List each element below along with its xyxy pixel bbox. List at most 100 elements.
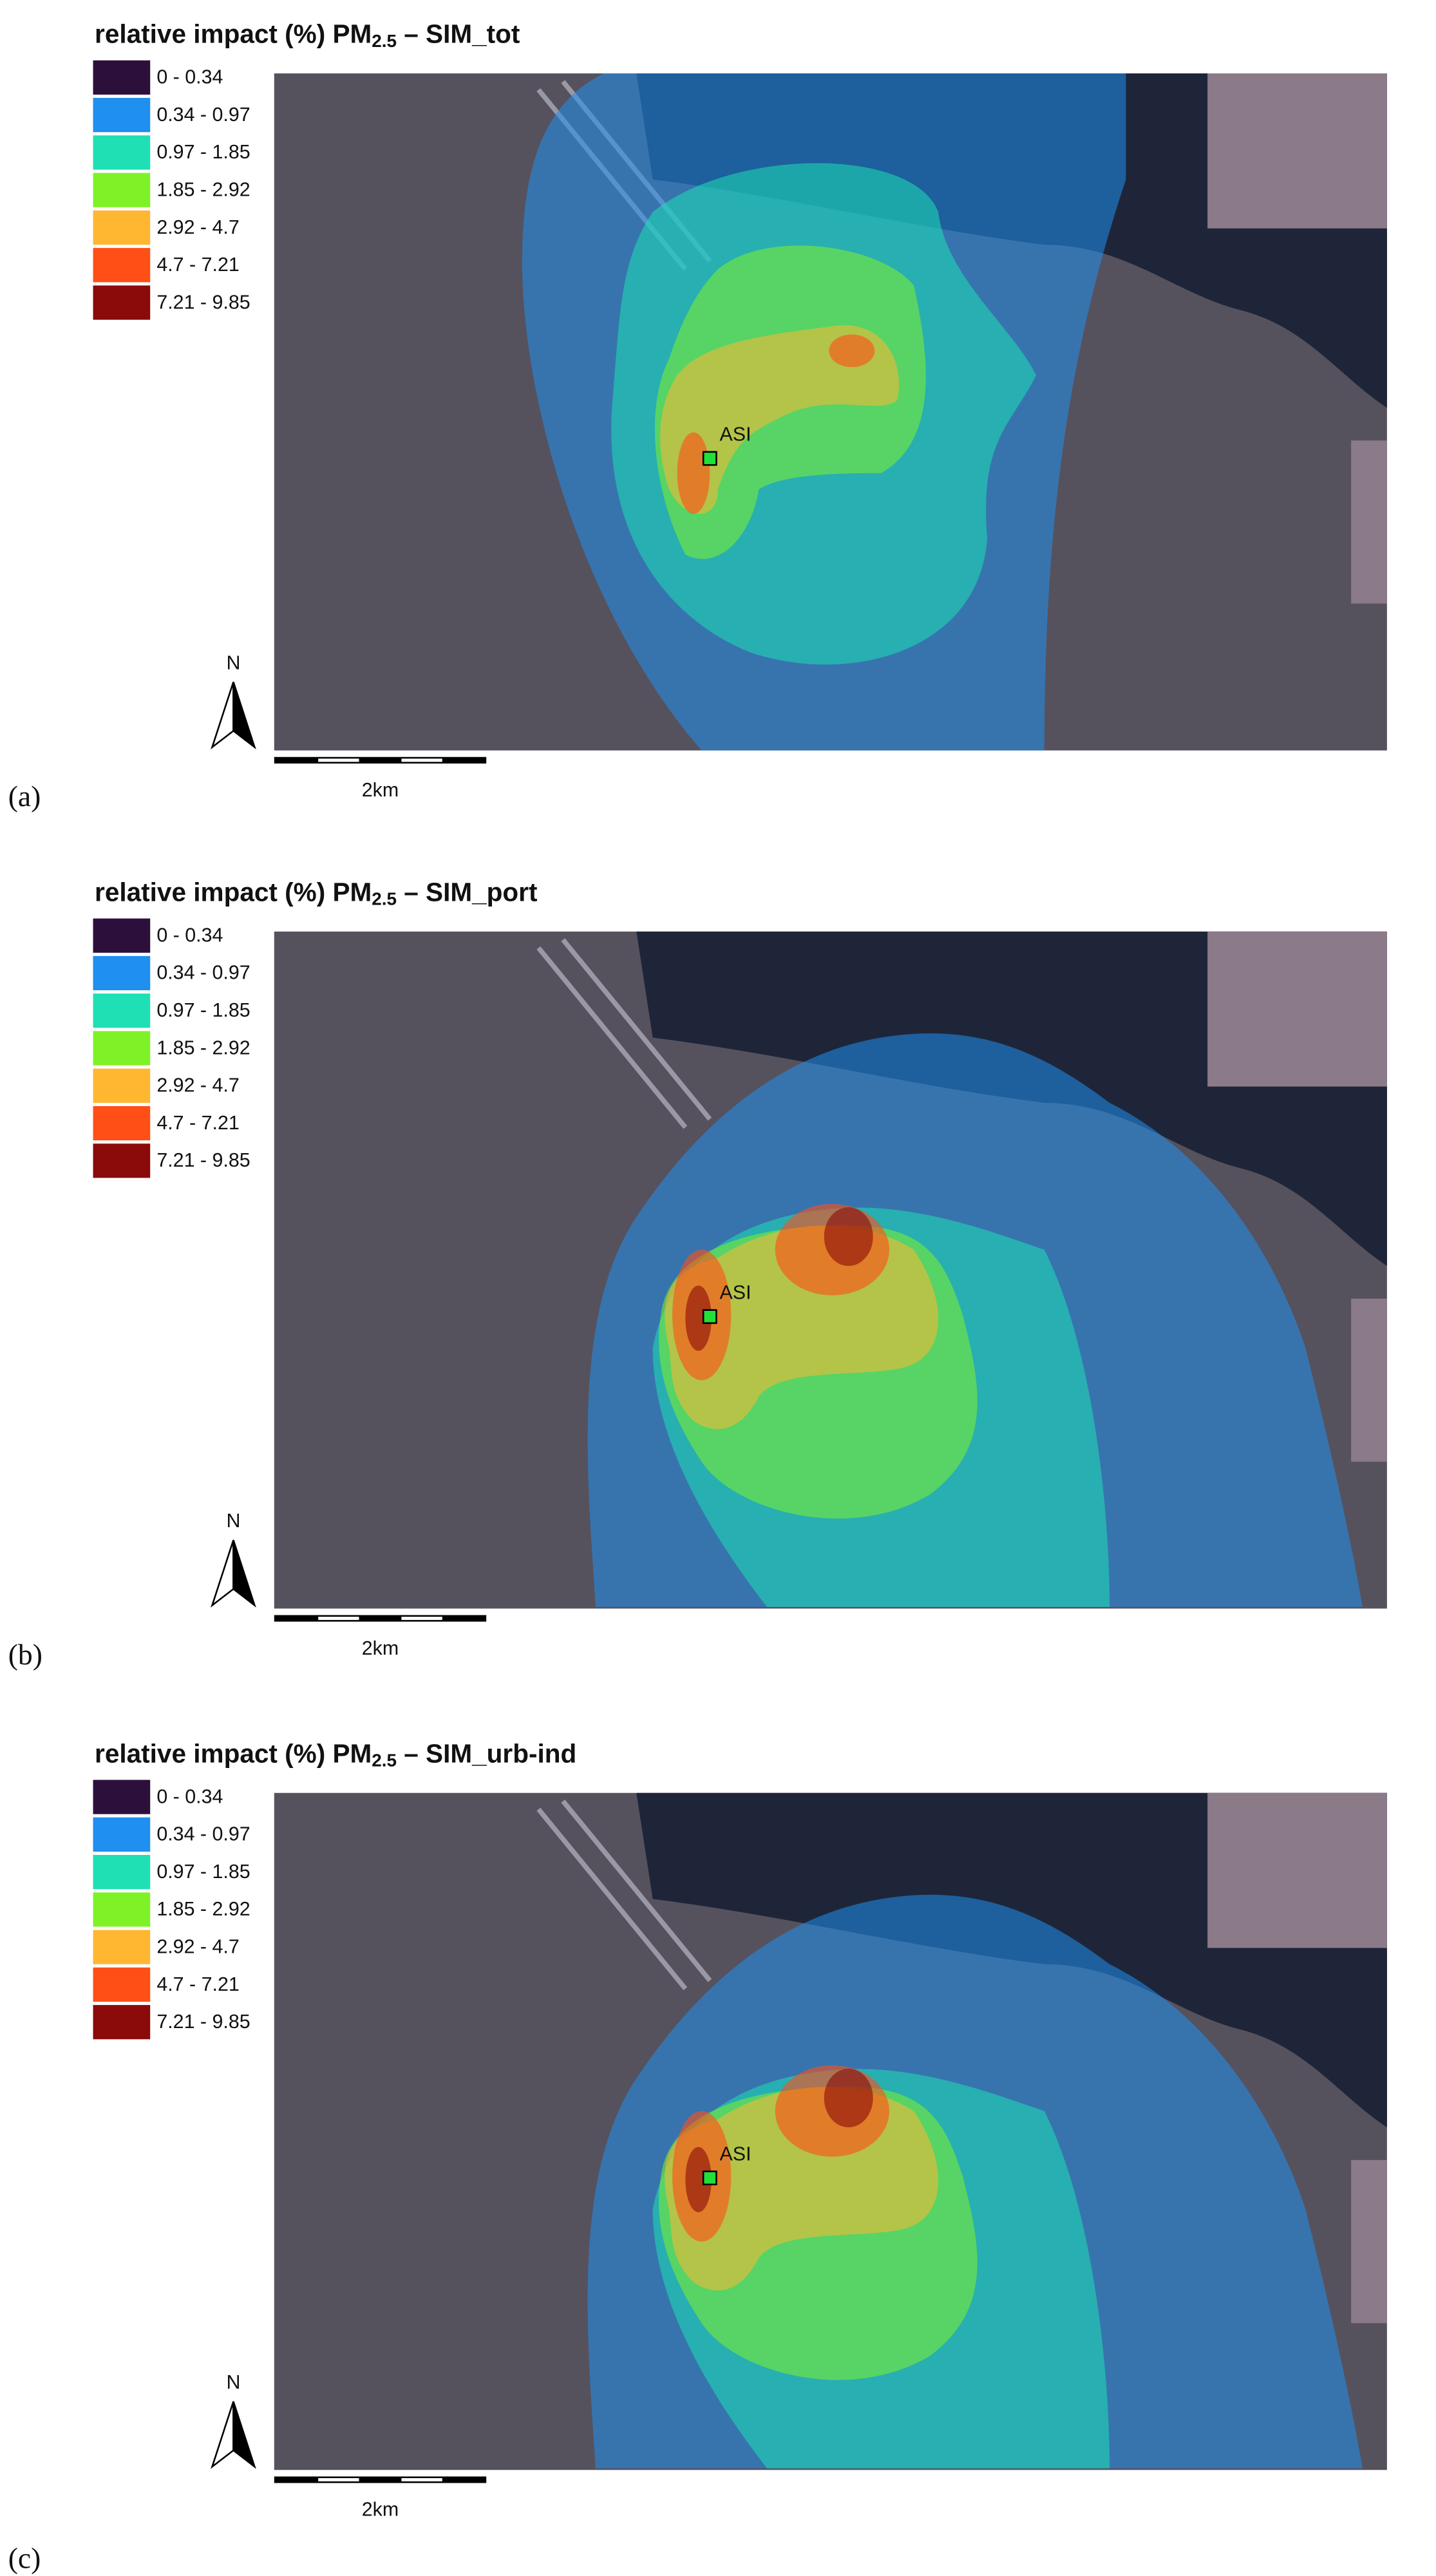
legend-label: 2.92 - 4.7 xyxy=(156,1075,239,1096)
legend-label: 7.21 - 9.85 xyxy=(156,2011,250,2033)
scale-bar xyxy=(274,2476,487,2483)
scale-label: 2km xyxy=(362,1637,399,1659)
legend-label: 0.97 - 1.85 xyxy=(156,999,250,1021)
legend-label: 0.97 - 1.85 xyxy=(156,1861,250,1883)
contour xyxy=(660,325,900,514)
north-arrow xyxy=(211,681,234,750)
land xyxy=(1351,2159,1387,2324)
scale-bar xyxy=(274,757,487,764)
legend-swatch xyxy=(93,98,151,133)
north-arrow xyxy=(232,2401,256,2469)
legend-swatch xyxy=(93,1143,151,1178)
title-text: relative impact (%) PM xyxy=(95,1738,372,1768)
title-text: – SIM_tot xyxy=(397,19,520,48)
land xyxy=(1207,931,1387,1087)
legend-swatch xyxy=(93,135,151,170)
legend-label: 4.7 - 7.21 xyxy=(156,254,239,276)
legend-swatch xyxy=(93,1817,151,1852)
north-label: N xyxy=(226,1510,240,1532)
legend-swatch xyxy=(93,918,151,953)
sea xyxy=(636,931,1387,1266)
contour xyxy=(685,2147,712,2212)
legend-swatch xyxy=(93,1031,151,1066)
legend-label: 0 - 0.34 xyxy=(156,1785,223,1807)
site-marker xyxy=(702,451,717,466)
map: ASI xyxy=(274,1792,1387,2470)
north-arrow xyxy=(232,681,256,750)
legend-swatch xyxy=(93,2005,151,2040)
land xyxy=(1207,1792,1387,1948)
title-text: – SIM_urb-ind xyxy=(397,1738,576,1768)
legend-swatch xyxy=(93,210,151,245)
title-subscript: 2.5 xyxy=(372,1751,397,1771)
panel: relative impact (%) PM2.5 – SIM_tot 0 - 0… xyxy=(8,19,1387,813)
panel-title: relative impact (%) PM2.5 – SIM_tot xyxy=(95,19,520,51)
map: ASI xyxy=(274,73,1387,751)
legend-label: 0.34 - 0.97 xyxy=(156,104,250,126)
legend-label: 7.21 - 9.85 xyxy=(156,1149,250,1171)
panel: relative impact (%) PM2.5 – SIM_port 0 - … xyxy=(8,877,1387,1671)
legend-label: 0.34 - 0.97 xyxy=(156,962,250,984)
scale-bar xyxy=(318,2477,359,2482)
contour xyxy=(824,2068,873,2128)
legend-label: 1.85 - 2.92 xyxy=(156,1037,250,1058)
title-text: relative impact (%) PM xyxy=(95,19,372,48)
legend-swatch xyxy=(93,1068,151,1103)
legend-label: 0 - 0.34 xyxy=(156,924,223,946)
site-marker xyxy=(702,1309,717,1324)
legend-swatch xyxy=(93,993,151,1028)
scale-label: 2km xyxy=(362,779,399,801)
runway xyxy=(536,938,712,1129)
legend-swatch xyxy=(93,173,151,207)
land xyxy=(1351,1298,1387,1462)
legend-label: 2.92 - 4.7 xyxy=(156,1935,239,1957)
legend-swatch xyxy=(93,1780,151,1814)
title-subscript: 2.5 xyxy=(372,31,397,51)
panel-title: relative impact (%) PM2.5 – SIM_urb-ind xyxy=(95,1738,576,1771)
site-label: ASI xyxy=(720,2143,751,2165)
legend-label: 2.92 - 4.7 xyxy=(156,216,239,238)
north-label: N xyxy=(226,652,240,673)
runway xyxy=(536,1799,712,1991)
legend-label: 7.21 - 9.85 xyxy=(156,291,250,313)
north-arrow xyxy=(211,2401,234,2469)
map: ASI xyxy=(274,931,1387,1609)
panel-label: (a) xyxy=(8,780,41,813)
legend-swatch xyxy=(93,1930,151,1964)
site-marker xyxy=(702,2170,717,2186)
legend-label: 0 - 0.34 xyxy=(156,66,223,88)
contour xyxy=(824,1207,873,1266)
site-label: ASI xyxy=(720,1281,751,1303)
legend-swatch xyxy=(93,1967,151,2002)
scale-bar xyxy=(401,2477,442,2482)
legend-swatch xyxy=(93,1855,151,1890)
legend-swatch xyxy=(93,955,151,991)
legend-label: 0.34 - 0.97 xyxy=(156,1823,250,1845)
north-arrow xyxy=(232,1539,256,1608)
legend-swatch xyxy=(93,1892,151,1927)
site-label: ASI xyxy=(720,424,751,446)
panel-title: relative impact (%) PM2.5 – SIM_port xyxy=(95,877,537,909)
scale-bar xyxy=(401,1617,442,1621)
sea xyxy=(636,1792,1387,2128)
scale-label: 2km xyxy=(362,2499,399,2521)
contour xyxy=(677,432,710,514)
legend-label: 1.85 - 2.92 xyxy=(156,1898,250,1920)
panel-label: (b) xyxy=(8,1638,43,1671)
legend-swatch xyxy=(93,285,151,320)
title-subscript: 2.5 xyxy=(372,889,397,909)
panel: relative impact (%) PM2.5 – SIM_urb-ind 0… xyxy=(8,1738,1387,2575)
title-text: relative impact (%) PM xyxy=(95,877,372,907)
legend-label: 1.85 - 2.92 xyxy=(156,178,250,200)
north-label: N xyxy=(226,2371,240,2393)
scale-bar xyxy=(318,1617,359,1621)
scale-bar xyxy=(318,758,359,762)
contour xyxy=(685,1285,712,1351)
land xyxy=(1207,73,1387,229)
panel-label: (c) xyxy=(8,2542,41,2575)
land xyxy=(1351,440,1387,604)
title-text: – SIM_port xyxy=(397,877,537,907)
contour xyxy=(829,334,875,368)
legend-swatch xyxy=(93,1105,151,1141)
